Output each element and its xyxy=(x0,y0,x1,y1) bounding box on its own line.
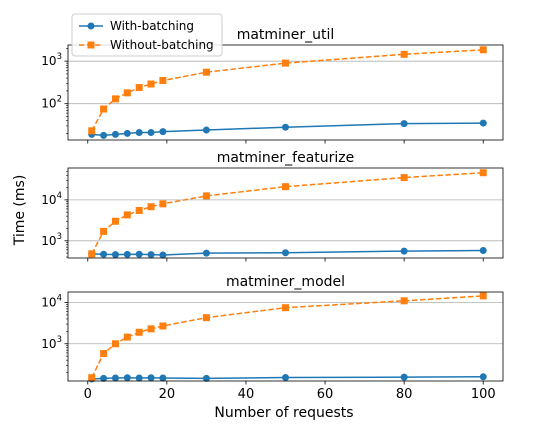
series-line-Without-batching xyxy=(91,171,484,255)
data-point xyxy=(479,169,487,177)
data-point xyxy=(400,247,408,255)
subplot-matminer_featurize: matminer_featurize 103 104 xyxy=(41,150,504,262)
axes-frame xyxy=(67,44,504,141)
data-point xyxy=(479,46,487,54)
data-point xyxy=(159,128,167,136)
data-point xyxy=(111,217,119,225)
data-point xyxy=(135,328,143,336)
data-point xyxy=(159,251,167,259)
data-point xyxy=(111,374,119,382)
x-tick-label: 20 xyxy=(159,387,176,402)
data-point xyxy=(400,373,408,381)
data-point xyxy=(88,250,96,258)
data-point xyxy=(88,127,96,135)
data-point xyxy=(135,84,143,92)
legend-label: Without-batching xyxy=(110,38,214,52)
data-point xyxy=(123,211,131,219)
data-point xyxy=(111,95,119,103)
data-point xyxy=(88,374,96,382)
data-point xyxy=(147,325,155,333)
x-tick-label: 60 xyxy=(317,387,334,402)
data-point xyxy=(202,192,210,200)
y-tick-label: 103 xyxy=(41,335,62,351)
data-point xyxy=(202,314,210,322)
data-point xyxy=(135,206,143,214)
x-tick-label: 0 xyxy=(84,387,92,402)
data-point xyxy=(282,123,289,131)
data-point xyxy=(159,322,167,330)
data-point xyxy=(159,374,167,382)
data-point xyxy=(100,250,108,258)
data-point xyxy=(479,373,487,381)
data-point xyxy=(147,80,155,88)
data-point xyxy=(123,89,131,97)
series-line-Without-batching xyxy=(91,49,484,132)
legend-label: With-batching xyxy=(110,19,194,33)
data-point xyxy=(282,249,289,257)
data-point xyxy=(202,249,210,257)
legend-marker xyxy=(87,22,95,30)
data-point xyxy=(111,130,119,138)
data-point xyxy=(400,50,408,58)
data-point xyxy=(135,250,143,258)
data-point xyxy=(159,77,167,85)
x-tick-label: 40 xyxy=(238,387,255,402)
data-point xyxy=(135,129,143,137)
x-tick-label: 100 xyxy=(471,387,496,402)
legend-box xyxy=(71,13,223,57)
subplot-title: matminer_util xyxy=(237,27,335,43)
data-point xyxy=(202,374,210,382)
data-point xyxy=(147,129,155,137)
data-point xyxy=(100,350,108,358)
y-tick-label: 104 xyxy=(41,294,62,310)
x-axis-label: Number of requests xyxy=(214,405,353,421)
data-point xyxy=(111,251,119,259)
data-point xyxy=(100,227,108,235)
subplot-title: matminer_featurize xyxy=(217,150,355,166)
data-point xyxy=(202,68,210,76)
data-point xyxy=(123,333,131,341)
subplot-matminer_util: matminer_util 102 103 xyxy=(41,27,504,144)
data-point xyxy=(159,200,167,208)
data-point xyxy=(282,59,289,67)
data-point xyxy=(400,120,408,128)
data-point xyxy=(147,374,155,382)
data-point xyxy=(147,251,155,259)
data-point xyxy=(400,174,408,182)
data-point xyxy=(123,129,131,137)
data-point xyxy=(479,246,487,254)
data-point xyxy=(147,203,155,211)
axes-frame xyxy=(67,167,504,259)
data-point xyxy=(100,105,108,113)
legend: With-batching Without-batching xyxy=(71,13,223,57)
x-tick-label: 80 xyxy=(396,387,413,402)
legend-marker xyxy=(87,41,95,49)
y-tick-label: 103 xyxy=(41,232,62,248)
data-point xyxy=(123,250,131,258)
data-point xyxy=(100,374,108,382)
data-point xyxy=(400,297,408,305)
data-point xyxy=(202,126,210,134)
subplot-title: matminer_model xyxy=(226,274,345,290)
data-point xyxy=(123,374,131,382)
data-point xyxy=(111,340,119,348)
y-axis-label: Time (ms) xyxy=(12,175,28,247)
y-tick-label: 102 xyxy=(41,95,62,111)
data-point xyxy=(100,131,108,139)
subplot-matminer_model: matminer_model 103 104 0 20 40 60 80 100 xyxy=(41,274,504,402)
data-point xyxy=(479,292,487,300)
data-point xyxy=(282,304,289,312)
data-point xyxy=(479,119,487,127)
data-point xyxy=(135,374,143,382)
data-point xyxy=(282,183,289,191)
y-tick-label: 103 xyxy=(41,52,62,68)
data-point xyxy=(282,373,289,381)
axes-frame xyxy=(67,291,504,382)
y-tick-label: 104 xyxy=(41,191,62,207)
